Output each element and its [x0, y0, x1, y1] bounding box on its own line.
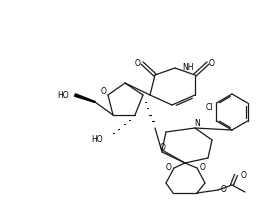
Text: O: O [165, 163, 171, 171]
Text: O: O [101, 88, 107, 96]
Text: HO: HO [91, 135, 103, 144]
Text: O: O [221, 186, 227, 194]
Text: O: O [241, 170, 247, 180]
Text: N: N [194, 119, 200, 128]
Text: O: O [209, 59, 215, 68]
Text: O: O [200, 163, 206, 171]
Text: NH: NH [182, 63, 193, 72]
Text: HO: HO [57, 91, 69, 99]
Text: O: O [160, 144, 166, 153]
Polygon shape [75, 94, 95, 102]
Text: O: O [135, 59, 141, 68]
Text: Cl: Cl [206, 104, 213, 112]
